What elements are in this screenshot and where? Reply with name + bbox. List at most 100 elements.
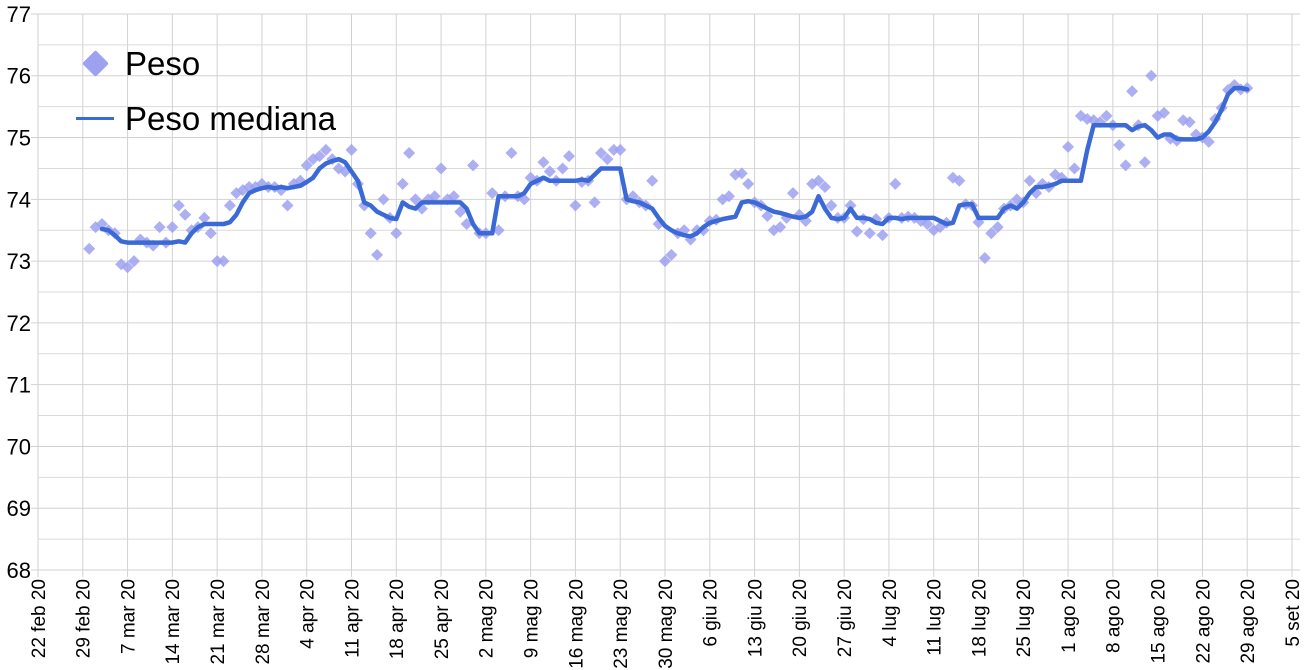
peso-point[interactable] (607, 143, 620, 156)
peso-point[interactable] (153, 221, 166, 234)
peso-point[interactable] (1138, 156, 1151, 169)
peso-point[interactable] (863, 227, 876, 240)
peso-point[interactable] (537, 156, 550, 169)
peso-point[interactable] (921, 218, 934, 231)
peso-point[interactable] (403, 147, 416, 159)
peso-point[interactable] (281, 199, 294, 212)
peso-point[interactable] (1068, 162, 1081, 175)
peso-point[interactable] (396, 177, 409, 190)
legend-label-peso-mediana: Peso mediana (125, 100, 336, 137)
peso-point[interactable] (364, 227, 377, 240)
peso-point[interactable] (1158, 106, 1171, 119)
peso-point[interactable] (659, 255, 671, 268)
peso-point[interactable] (371, 248, 384, 261)
peso-point[interactable] (742, 177, 755, 190)
peso-point[interactable] (1113, 138, 1126, 151)
peso-point[interactable] (179, 208, 192, 221)
peso-point[interactable] (569, 199, 582, 212)
peso-point[interactable] (492, 224, 505, 237)
peso-point[interactable] (300, 159, 313, 172)
peso-point[interactable] (313, 150, 326, 163)
peso-point[interactable] (217, 255, 230, 268)
peso-point[interactable] (1119, 159, 1132, 172)
peso-point[interactable] (722, 190, 735, 203)
peso-point[interactable] (1023, 174, 1036, 187)
peso-point[interactable] (486, 187, 499, 200)
peso-point[interactable] (198, 211, 211, 224)
peso-point[interactable] (774, 221, 787, 234)
mediana-line[interactable] (99, 85, 1250, 245)
x-tick-label: 9 mag 20 (521, 579, 542, 658)
peso-point[interactable] (83, 242, 96, 255)
peso-point[interactable] (978, 252, 991, 265)
peso-point[interactable] (601, 153, 614, 166)
peso-point[interactable] (447, 190, 460, 203)
peso-point[interactable] (818, 180, 831, 193)
peso-point[interactable] (121, 261, 134, 274)
peso-point[interactable] (172, 199, 185, 212)
peso-point[interactable] (543, 165, 556, 178)
peso-point[interactable] (889, 177, 902, 190)
peso-point[interactable] (844, 199, 857, 212)
x-tick-label: 16 mag 20 (566, 579, 587, 669)
peso-point[interactable] (467, 159, 480, 172)
peso-point[interactable] (127, 255, 140, 268)
y-tick-label: 72 (7, 311, 31, 336)
peso-point[interactable] (786, 187, 799, 200)
peso-point[interactable] (953, 174, 966, 187)
peso-point[interactable] (556, 162, 569, 175)
peso-point[interactable] (812, 174, 825, 187)
x-tick-label: 29 ago 20 (1238, 579, 1259, 664)
peso-point[interactable] (1183, 116, 1196, 129)
peso-point[interactable] (435, 162, 448, 175)
peso-point[interactable] (223, 199, 236, 212)
x-tick-label: 27 giu 20 (835, 579, 856, 657)
legend-icon-box (74, 117, 116, 120)
peso-point[interactable] (588, 196, 601, 209)
peso-point[interactable] (1202, 135, 1215, 148)
x-tick-label: 22 ago 20 (1193, 579, 1214, 664)
x-tick-label: 6 giu 20 (701, 579, 722, 647)
peso-point[interactable] (850, 225, 863, 238)
diamond-marker-icon (81, 50, 109, 77)
peso-point[interactable] (454, 205, 467, 218)
x-tick-label: 21 mar 20 (208, 579, 229, 665)
legend-item-peso-mediana[interactable]: Peso mediana (74, 91, 336, 146)
peso-point[interactable] (409, 193, 422, 206)
peso-point[interactable] (505, 147, 518, 159)
peso-point[interactable] (761, 210, 774, 223)
peso-point[interactable] (1100, 109, 1113, 122)
x-tick-label: 28 mar 20 (253, 579, 274, 665)
x-tick-label: 4 lug 20 (880, 579, 901, 647)
x-tick-label: 8 ago 20 (1104, 579, 1125, 653)
peso-point[interactable] (614, 143, 627, 156)
peso-point[interactable] (1062, 140, 1075, 153)
peso-point[interactable] (991, 221, 1004, 234)
peso-point[interactable] (1126, 85, 1139, 98)
peso-point[interactable] (1145, 69, 1158, 82)
peso-point[interactable] (876, 229, 889, 242)
peso-point[interactable] (319, 143, 332, 156)
y-tick-label: 68 (7, 558, 31, 583)
x-tick-label: 25 apr 20 (432, 579, 453, 659)
peso-point[interactable] (563, 150, 576, 163)
x-tick-label: 1 ago 20 (1059, 579, 1080, 653)
peso-point[interactable] (345, 143, 358, 156)
x-tick-label: 13 giu 20 (745, 579, 766, 657)
peso-point[interactable] (825, 199, 838, 212)
peso-point[interactable] (595, 147, 608, 159)
peso-point[interactable] (95, 218, 108, 231)
peso-point[interactable] (735, 167, 748, 180)
peso-point[interactable] (211, 255, 224, 268)
peso-point[interactable] (166, 221, 179, 234)
peso-point[interactable] (428, 190, 441, 203)
peso-point[interactable] (665, 248, 678, 261)
peso-point[interactable] (204, 227, 217, 240)
peso-point[interactable] (390, 227, 403, 240)
peso-point[interactable] (377, 193, 390, 206)
peso-point[interactable] (646, 174, 659, 187)
legend-item-peso[interactable]: Peso (74, 36, 336, 91)
peso-point[interactable] (985, 227, 998, 240)
y-tick-label: 70 (7, 434, 31, 459)
